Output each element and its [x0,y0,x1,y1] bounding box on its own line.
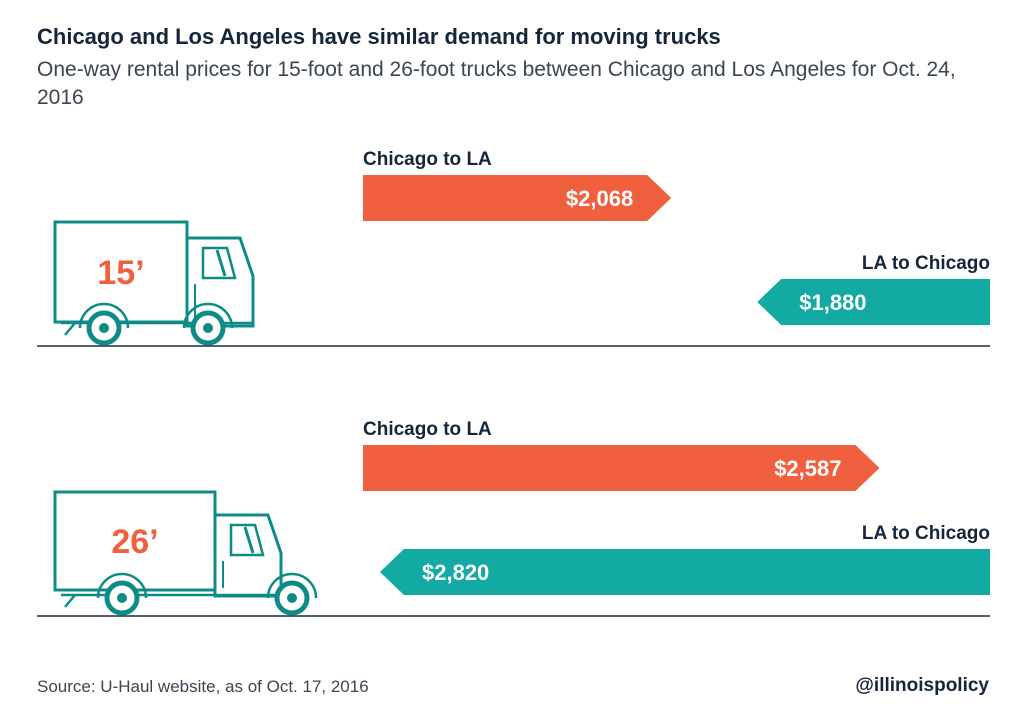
truck-icon: 15’ [53,220,255,346]
wheel-arch [266,572,318,599]
truck-window-shine [243,526,255,554]
bar-chicago-to-la [363,445,880,491]
social-handle: @illinoispolicy [855,675,989,696]
wheel-hub [287,593,297,603]
truck-window [201,246,237,280]
wheel-arch [78,302,130,329]
chart-subtitle: One-way rental prices for 15-foot and 26… [37,58,956,109]
wheel-hub [203,323,213,333]
wheel-hub [117,593,127,603]
truck-size-label: 26’ [111,523,158,561]
truck-mudflap [64,322,76,336]
bar-chicago-to-la [363,175,672,221]
chart-title: Chicago and Los Angeles have similar dem… [37,24,721,49]
series-label-la-to-chicago: LA to Chicago [862,253,990,274]
source-note: Source: U-Haul website, as of Oct. 17, 2… [37,677,369,696]
truck-mudflap [64,594,76,608]
wheel-hub [99,323,109,333]
data-label-chicago-to-la: $2,587 [774,456,841,481]
data-label-chicago-to-la: $2,068 [566,186,633,211]
wheel-arch [182,302,234,329]
panel-2: Chicago to LA $2,587 LA to Chicago $2,820 26… [37,419,990,617]
series-label-chicago-to-la: Chicago to LA [363,419,492,440]
data-label-la-to-chicago: $2,820 [422,560,489,585]
truck-window-shine [215,249,227,277]
wheel-arch [96,572,148,599]
series-label-chicago-to-la: Chicago to LA [363,149,492,170]
panel-1: Chicago to LA $2,068 LA to Chicago $1,880 15… [37,149,990,347]
truck-icon: 26’ [53,490,318,616]
series-label-la-to-chicago: LA to Chicago [862,523,990,544]
truck-box [53,490,217,592]
truck-size-label: 15’ [97,254,144,292]
bar-la-to-chicago [757,279,990,325]
truck-window [229,523,265,557]
bar-la-to-chicago [380,549,990,595]
data-label-la-to-chicago: $1,880 [799,290,866,315]
